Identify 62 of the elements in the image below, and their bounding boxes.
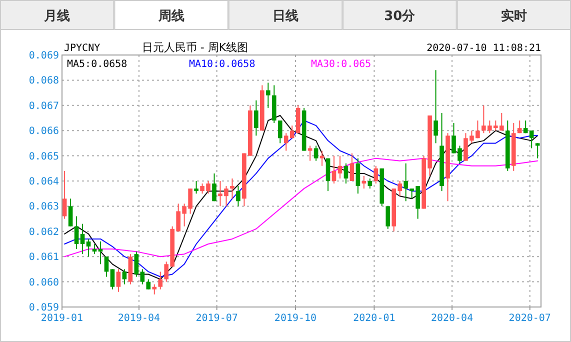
tabs: 月线 周线 日线 30分 实时	[0, 0, 571, 30]
x-tick-label: 2019-04	[118, 313, 160, 324]
candlestick	[254, 100, 258, 136]
candlestick	[308, 145, 312, 162]
chart-title: 日元人民币 - 周K线图	[142, 41, 248, 54]
candlestick	[404, 162, 408, 202]
y-tick-label: 0.060	[28, 277, 59, 288]
x-tick-label: 2020-04	[430, 313, 474, 324]
candlestick	[152, 284, 157, 295]
y-tick-label: 0.064	[28, 176, 59, 188]
x-tick-label: 2019-01	[40, 313, 84, 324]
y-tick-label: 0.067	[28, 100, 59, 112]
candlestick	[374, 165, 378, 184]
candlestick	[350, 152, 354, 182]
candlestick	[104, 256, 109, 278]
candlestick	[517, 120, 522, 134]
y-tick-label: 0.068	[28, 76, 59, 87]
candlestick	[74, 216, 79, 250]
candlestick	[212, 172, 216, 202]
x-tick-label: 2020-01	[353, 313, 396, 324]
chart-subtitle: JPYCNY	[64, 43, 100, 54]
candlestick	[230, 178, 234, 200]
candlestick	[86, 238, 91, 258]
candlestick	[326, 158, 330, 192]
candlestick	[194, 180, 198, 194]
y-tick-label: 0.066	[28, 126, 59, 138]
candlestick	[92, 244, 97, 255]
candlestick	[122, 268, 127, 285]
y-tick-label: 0.062	[28, 226, 59, 238]
candlestick	[110, 268, 115, 290]
candlestick	[320, 150, 324, 166]
line-series	[64, 158, 538, 258]
x-tick-label: 2020-07	[508, 313, 551, 324]
y-tick-label: 0.059	[28, 302, 59, 314]
candlestick	[266, 82, 270, 108]
x-tick-label: 2019-07	[196, 313, 238, 324]
candlestick	[535, 142, 540, 159]
candlestick	[80, 223, 85, 255]
candlestick	[98, 240, 103, 265]
y-tick-label: 0.063	[28, 202, 59, 213]
candlestick	[362, 175, 366, 190]
candlestick	[356, 158, 360, 194]
candlestick	[368, 178, 372, 190]
candlestick	[62, 170, 67, 220]
y-tick-label: 0.061	[28, 252, 59, 264]
y-tick-label: 0.065	[28, 151, 59, 162]
legend: MA5:0.0658 MA10:0.0658 MA30:0.065	[67, 59, 372, 70]
candlestick	[158, 271, 163, 290]
candlestick	[278, 120, 282, 144]
candlestick	[344, 162, 348, 184]
candlestick	[146, 278, 151, 290]
x-tick-label: 2019-10	[274, 313, 317, 324]
y-tick-label: 0.069	[28, 50, 59, 62]
candlestick	[68, 198, 73, 227]
candlestick	[386, 206, 390, 230]
text: 2020-07-10 11:08:21	[426, 43, 541, 54]
candlestick	[236, 186, 240, 207]
candlestick	[116, 268, 121, 292]
candlestick	[434, 70, 438, 144]
candlestick	[314, 145, 318, 162]
candlestick	[332, 155, 336, 184]
candlestick	[338, 155, 342, 179]
